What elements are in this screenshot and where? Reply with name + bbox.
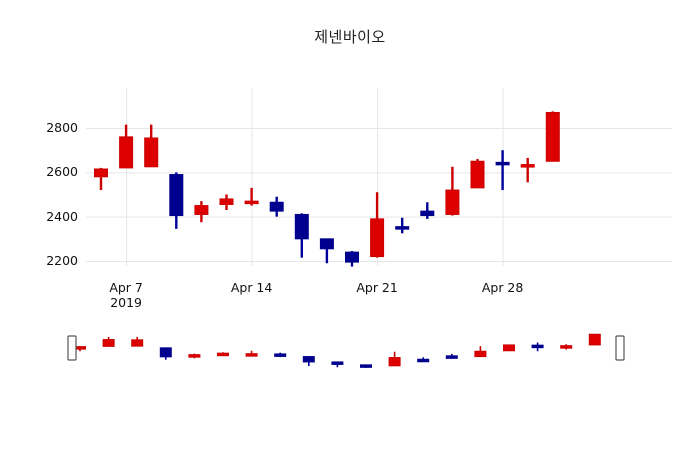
navigator-candlestick xyxy=(245,350,258,357)
navigator-handle-left[interactable] xyxy=(67,335,77,361)
candlestick-body xyxy=(94,168,108,178)
candlestick-body xyxy=(169,174,184,217)
navigator-candlestick xyxy=(131,336,144,347)
page-title: 제넨바이오 xyxy=(314,28,386,46)
navigator-candlestick xyxy=(360,364,372,368)
x-axis-tick-label-primary: Apr 7 xyxy=(109,280,143,295)
navigator-candlestick-body xyxy=(274,353,287,357)
navigator-candlestick-body xyxy=(560,345,573,349)
x-axis-tick-label-primary: Apr 21 xyxy=(356,280,398,295)
candlestick xyxy=(520,157,535,183)
candlestick-body xyxy=(119,136,134,169)
navigator-candlestick xyxy=(588,333,601,346)
navigator-candlestick xyxy=(388,351,401,367)
y-axis-tick-label: 2200 xyxy=(46,253,78,268)
candlestick xyxy=(169,172,184,229)
candlestick-body xyxy=(345,251,359,263)
candlestick xyxy=(345,251,359,267)
candlestick-body xyxy=(545,111,560,162)
navigator-candlestick-body xyxy=(159,347,172,358)
x-axis-tick-label-secondary: 2019 xyxy=(110,295,142,310)
navigator-candlestick xyxy=(474,346,487,358)
candlestick xyxy=(219,194,234,211)
navigator-candlestick-body xyxy=(588,333,601,346)
navigator-candlestick-body xyxy=(388,357,401,367)
candlestick xyxy=(545,111,560,162)
navigator-candlestick xyxy=(217,352,229,357)
candlestick-body xyxy=(495,161,510,166)
candlestick xyxy=(269,196,284,217)
candlestick xyxy=(470,159,485,189)
candlestick-body xyxy=(244,200,259,205)
x-axis-tick-label: Apr 28 xyxy=(458,280,548,295)
candlestick-body xyxy=(445,189,460,215)
candlestick-body xyxy=(294,213,309,240)
x-axis-tick-label: Apr 7 2019 xyxy=(81,280,171,310)
navigator-candlestick-body xyxy=(445,355,458,359)
navigator-candlestick-body xyxy=(503,344,515,352)
navigator-candlestick xyxy=(445,353,458,359)
navigator-candlestick xyxy=(102,336,115,347)
candlestick xyxy=(420,202,435,219)
navigator-candlestick xyxy=(159,347,172,360)
candlestick xyxy=(294,213,309,258)
navigator-candlestick-body xyxy=(188,354,201,358)
x-axis-tick-label-primary: Apr 28 xyxy=(481,280,524,295)
candlestick xyxy=(395,217,410,234)
candlestick xyxy=(445,166,460,216)
navigator-candlestick xyxy=(503,344,515,352)
x-axis-tick-label: Apr 14 xyxy=(207,280,297,295)
candlestick xyxy=(119,124,134,169)
navigator-candlestick-body xyxy=(131,339,144,347)
navigator-candlestick xyxy=(331,361,344,368)
candlestick-body xyxy=(395,226,410,230)
candlestick xyxy=(244,187,259,206)
navigator-handle-right[interactable] xyxy=(615,335,625,361)
navigator-candlestick xyxy=(417,357,430,363)
candlestick-body xyxy=(520,164,535,168)
candlestick-body xyxy=(420,210,435,217)
navigator-candlestick-body xyxy=(102,339,115,347)
navigator-candlestick xyxy=(188,353,201,359)
candlestick xyxy=(319,238,334,264)
navigator-candlestick-body xyxy=(474,350,487,358)
navigator-candlestick xyxy=(560,344,573,350)
navigator-candlestick-body xyxy=(217,352,229,357)
candlestick xyxy=(194,201,209,223)
candlestick xyxy=(495,150,510,191)
candlestick-body xyxy=(269,201,284,212)
candlestick xyxy=(370,192,385,258)
y-axis-tick-label: 2400 xyxy=(46,208,78,224)
navigator-candlestick-body xyxy=(331,361,344,365)
candlestick xyxy=(144,124,159,168)
candlestick-body xyxy=(470,160,485,189)
candlestick-body xyxy=(194,205,209,215)
navigator-candlestick-body xyxy=(417,358,430,363)
navigator-candlestick-body xyxy=(360,364,372,368)
candlestick-body xyxy=(144,137,159,168)
y-axis-tick-label: 2800 xyxy=(46,120,78,135)
navigator-candlestick xyxy=(274,352,287,358)
candlestick-body xyxy=(219,198,234,205)
x-axis-tick-label-primary: Apr 14 xyxy=(230,280,273,295)
navigator-candlestick xyxy=(302,356,315,367)
candlestick-body xyxy=(319,238,334,250)
navigator-candlestick-body xyxy=(245,353,258,357)
candlestick xyxy=(94,167,108,191)
navigator-candlestick xyxy=(531,342,544,352)
navigator-candlestick-body xyxy=(302,356,315,363)
y-axis-tick-label: 2600 xyxy=(46,164,78,180)
candlestick-body xyxy=(370,218,385,258)
navigator-candlestick-body xyxy=(531,344,544,349)
x-axis-tick-label: Apr 21 xyxy=(332,280,422,295)
